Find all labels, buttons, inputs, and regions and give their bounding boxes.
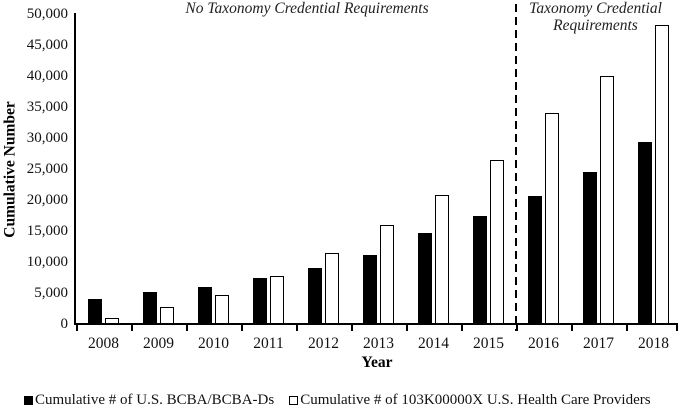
x-axis-tick bbox=[241, 323, 243, 331]
bar-bcba-2008 bbox=[88, 299, 102, 324]
bar-bcba-2016 bbox=[528, 195, 542, 324]
x-axis-tick bbox=[626, 323, 628, 331]
x-tick-label-2016: 2016 bbox=[528, 335, 559, 352]
x-tick-label-2012: 2012 bbox=[308, 335, 339, 352]
y-tick-label-40000: 40,000 bbox=[26, 68, 68, 84]
y-tick-label-30000: 30,000 bbox=[26, 130, 68, 146]
x-tick-label-2009: 2009 bbox=[143, 335, 174, 352]
x-axis-tick bbox=[131, 323, 133, 331]
x-axis-tick bbox=[76, 323, 78, 331]
y-tick-label-50000: 50,000 bbox=[26, 6, 68, 22]
bar-provider-2009 bbox=[160, 307, 174, 324]
bar-provider-2012 bbox=[325, 252, 339, 324]
x-tick-label-2010: 2010 bbox=[198, 335, 229, 352]
y-tick-label-25000: 25,000 bbox=[26, 161, 68, 177]
x-tick-label-2008: 2008 bbox=[88, 335, 119, 352]
y-tick-label-15000: 15,000 bbox=[26, 223, 68, 239]
legend-swatch-black-square-icon bbox=[24, 396, 33, 405]
legend-item-healthcare-providers: Cumulative # of 103K00000X U.S. Health C… bbox=[289, 392, 651, 409]
legend-swatch-white-square-icon bbox=[289, 396, 299, 405]
bar-provider-2014 bbox=[435, 195, 449, 324]
y-axis-line bbox=[74, 13, 76, 325]
x-axis-tick bbox=[351, 323, 353, 331]
y-tick-label-0: 0 bbox=[60, 316, 69, 332]
bar-bcba-2014 bbox=[418, 233, 432, 324]
annotation-taxonomy-requirements: Taxonomy Credential Requirements bbox=[513, 0, 678, 34]
x-tick-label-2011: 2011 bbox=[253, 335, 284, 352]
bar-provider-2013 bbox=[380, 224, 394, 324]
x-axis-tick bbox=[296, 323, 298, 331]
bar-bcba-2012 bbox=[308, 267, 322, 324]
bar-bcba-2015 bbox=[473, 215, 487, 324]
x-axis-tick bbox=[406, 323, 408, 331]
bar-provider-2016 bbox=[545, 113, 559, 324]
x-axis-tick bbox=[461, 323, 463, 331]
bar-bcba-2018 bbox=[638, 142, 652, 324]
legend: Cumulative # of U.S. BCBA/BCBA-Ds Cumula… bbox=[24, 392, 651, 409]
annotation-taxonomy-line1: Taxonomy Credential bbox=[529, 0, 662, 17]
legend-label-bcba: Cumulative # of U.S. BCBA/BCBA-Ds bbox=[35, 392, 275, 408]
annotation-taxonomy-line2: Requirements bbox=[553, 17, 638, 34]
bar-provider-2010 bbox=[215, 294, 229, 324]
taxonomy-divider-dashed-line bbox=[515, 4, 518, 331]
annotation-no-taxonomy-requirements: No Taxonomy Credential Requirements bbox=[185, 0, 429, 17]
bar-bcba-2009 bbox=[143, 292, 157, 324]
x-axis-tick bbox=[186, 323, 188, 331]
x-axis-tick bbox=[571, 323, 573, 331]
x-axis-tick bbox=[676, 323, 678, 331]
bar-provider-2018 bbox=[655, 25, 669, 324]
x-tick-label-2015: 2015 bbox=[473, 335, 504, 352]
x-axis-line bbox=[74, 323, 678, 325]
x-tick-label-2013: 2013 bbox=[363, 335, 394, 352]
y-tick-label-20000: 20,000 bbox=[26, 192, 68, 208]
bar-provider-2015 bbox=[490, 159, 504, 324]
y-tick-label-35000: 35,000 bbox=[26, 99, 68, 115]
bar-provider-2011 bbox=[270, 276, 284, 324]
bar-provider-2017 bbox=[600, 76, 614, 324]
x-axis-title: Year bbox=[361, 354, 393, 371]
x-tick-label-2014: 2014 bbox=[418, 335, 449, 352]
y-tick-label-45000: 45,000 bbox=[26, 37, 68, 53]
y-tick-label-10000: 10,000 bbox=[26, 254, 68, 270]
x-tick-label-2017: 2017 bbox=[583, 335, 614, 352]
legend-label-healthcare-providers: Cumulative # of 103K00000X U.S. Health C… bbox=[300, 392, 651, 408]
bar-bcba-2010 bbox=[198, 286, 212, 324]
bar-bcba-2013 bbox=[363, 255, 377, 324]
legend-item-bcba: Cumulative # of U.S. BCBA/BCBA-Ds bbox=[24, 392, 274, 409]
y-tick-label-5000: 5,000 bbox=[34, 285, 68, 301]
x-tick-label-2018: 2018 bbox=[638, 335, 669, 352]
bar-bcba-2011 bbox=[253, 278, 267, 324]
bar-bcba-2017 bbox=[583, 172, 597, 324]
